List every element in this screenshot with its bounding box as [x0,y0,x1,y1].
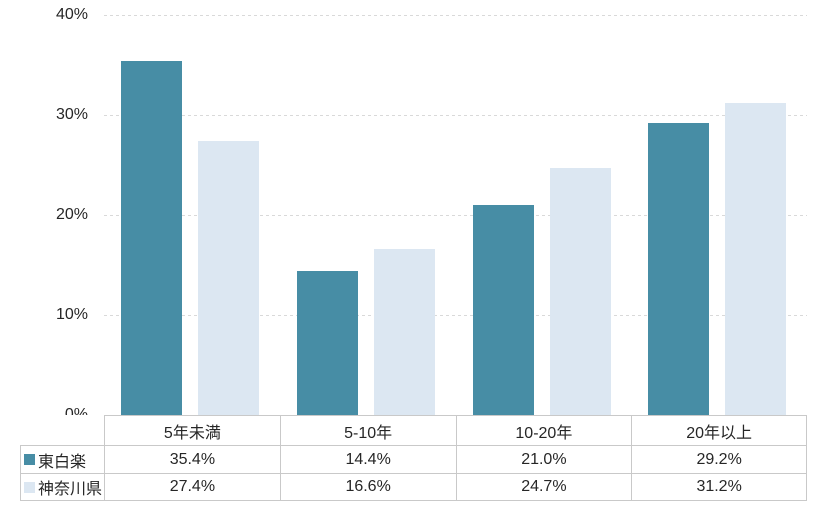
bar-series2-cat4 [725,103,787,415]
table-value-cell: 29.2% [631,445,807,473]
table-value-cell: 14.4% [279,445,456,473]
table-header-cell: 10-20年 [455,415,632,445]
y-axis-tick-label: 20% [55,206,88,223]
gridline-10 [104,315,807,316]
bar-series1-cat3 [472,205,534,415]
bar-series1-cat1 [121,61,182,415]
legend-marker-icon [24,454,35,465]
gridline-40 [104,15,807,16]
table-header-cell: 5-10年 [279,415,456,445]
table-header-cell: 5年未満 [104,415,280,445]
table-value-cell: 27.4% [104,473,280,501]
table-header-cell: 20年以上 [631,415,807,445]
bar-series2-cat2 [373,249,435,415]
legend-cell: 東白楽 [20,445,104,473]
y-axis-tick-label: 40% [55,6,88,23]
gridline-20 [104,215,807,216]
series-name: 東白楽 [38,453,87,471]
table-value-cell: 24.7% [455,473,632,501]
gridline-30 [104,115,807,116]
table-corner-cell [20,415,104,445]
data-table: 5年未満 5-10年 10-20年 20年以上東白楽 35.4% 14.4% 21.0% 29… [20,415,807,501]
table-value-cell: 31.2% [631,473,807,501]
bar-series2-cat1 [198,141,259,415]
plot-area [104,15,807,415]
bar-series1-cat2 [296,271,358,415]
bar-series2-cat3 [549,168,611,415]
y-axis-tick-label: 30% [55,106,88,123]
legend-cell: 神奈川県 [20,473,104,501]
bar-group-3 [631,15,807,415]
bar-group-0 [104,15,280,415]
bar-group-1 [280,15,456,415]
bar-series1-cat4 [648,123,710,415]
legend-marker-icon [24,481,35,493]
table-value-cell: 21.0% [455,445,632,473]
table-value-cell: 16.6% [279,473,456,501]
series-name: 神奈川県 [38,481,103,498]
table-value-cell: 35.4% [104,445,280,473]
y-axis-tick-label: 10% [55,306,88,323]
bar-group-2 [456,15,632,415]
